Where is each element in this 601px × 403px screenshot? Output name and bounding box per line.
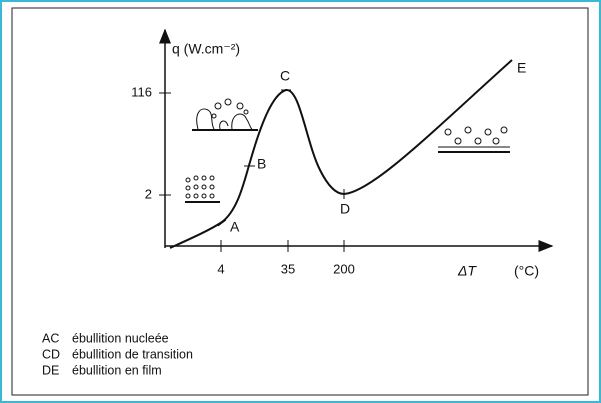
inner-border [11,7,589,396]
point-label: B [257,156,266,172]
point-label: C [280,68,290,84]
point-label: A [230,219,240,235]
icon-nucleate [185,175,220,203]
icon-transition [192,98,258,131]
legend-code: CD [42,347,60,361]
legend-text: ébullition en film [72,363,162,377]
x-tick-label: 4 [217,261,224,276]
x-axis-unit: (°C) [514,263,539,279]
legend-text: ébullition nucleée [72,331,169,345]
point-tick [217,219,227,227]
point-label: D [340,201,350,217]
point-label: E [517,60,526,76]
x-tick-label: 35 [281,261,295,276]
legend-code: AC [42,331,59,345]
legend-text: ébullition de transition [72,347,193,361]
y-tick-label: 2 [145,186,152,201]
y-axis-label: q (W.cm⁻²) [172,41,240,57]
legend-code: DE [42,363,59,377]
x-axis-symbol: ΔT [457,263,477,279]
icon-film [438,126,510,153]
x-tick-label: 200 [333,261,355,276]
boiling-curve [169,59,513,249]
y-tick-label: 116 [131,84,152,99]
